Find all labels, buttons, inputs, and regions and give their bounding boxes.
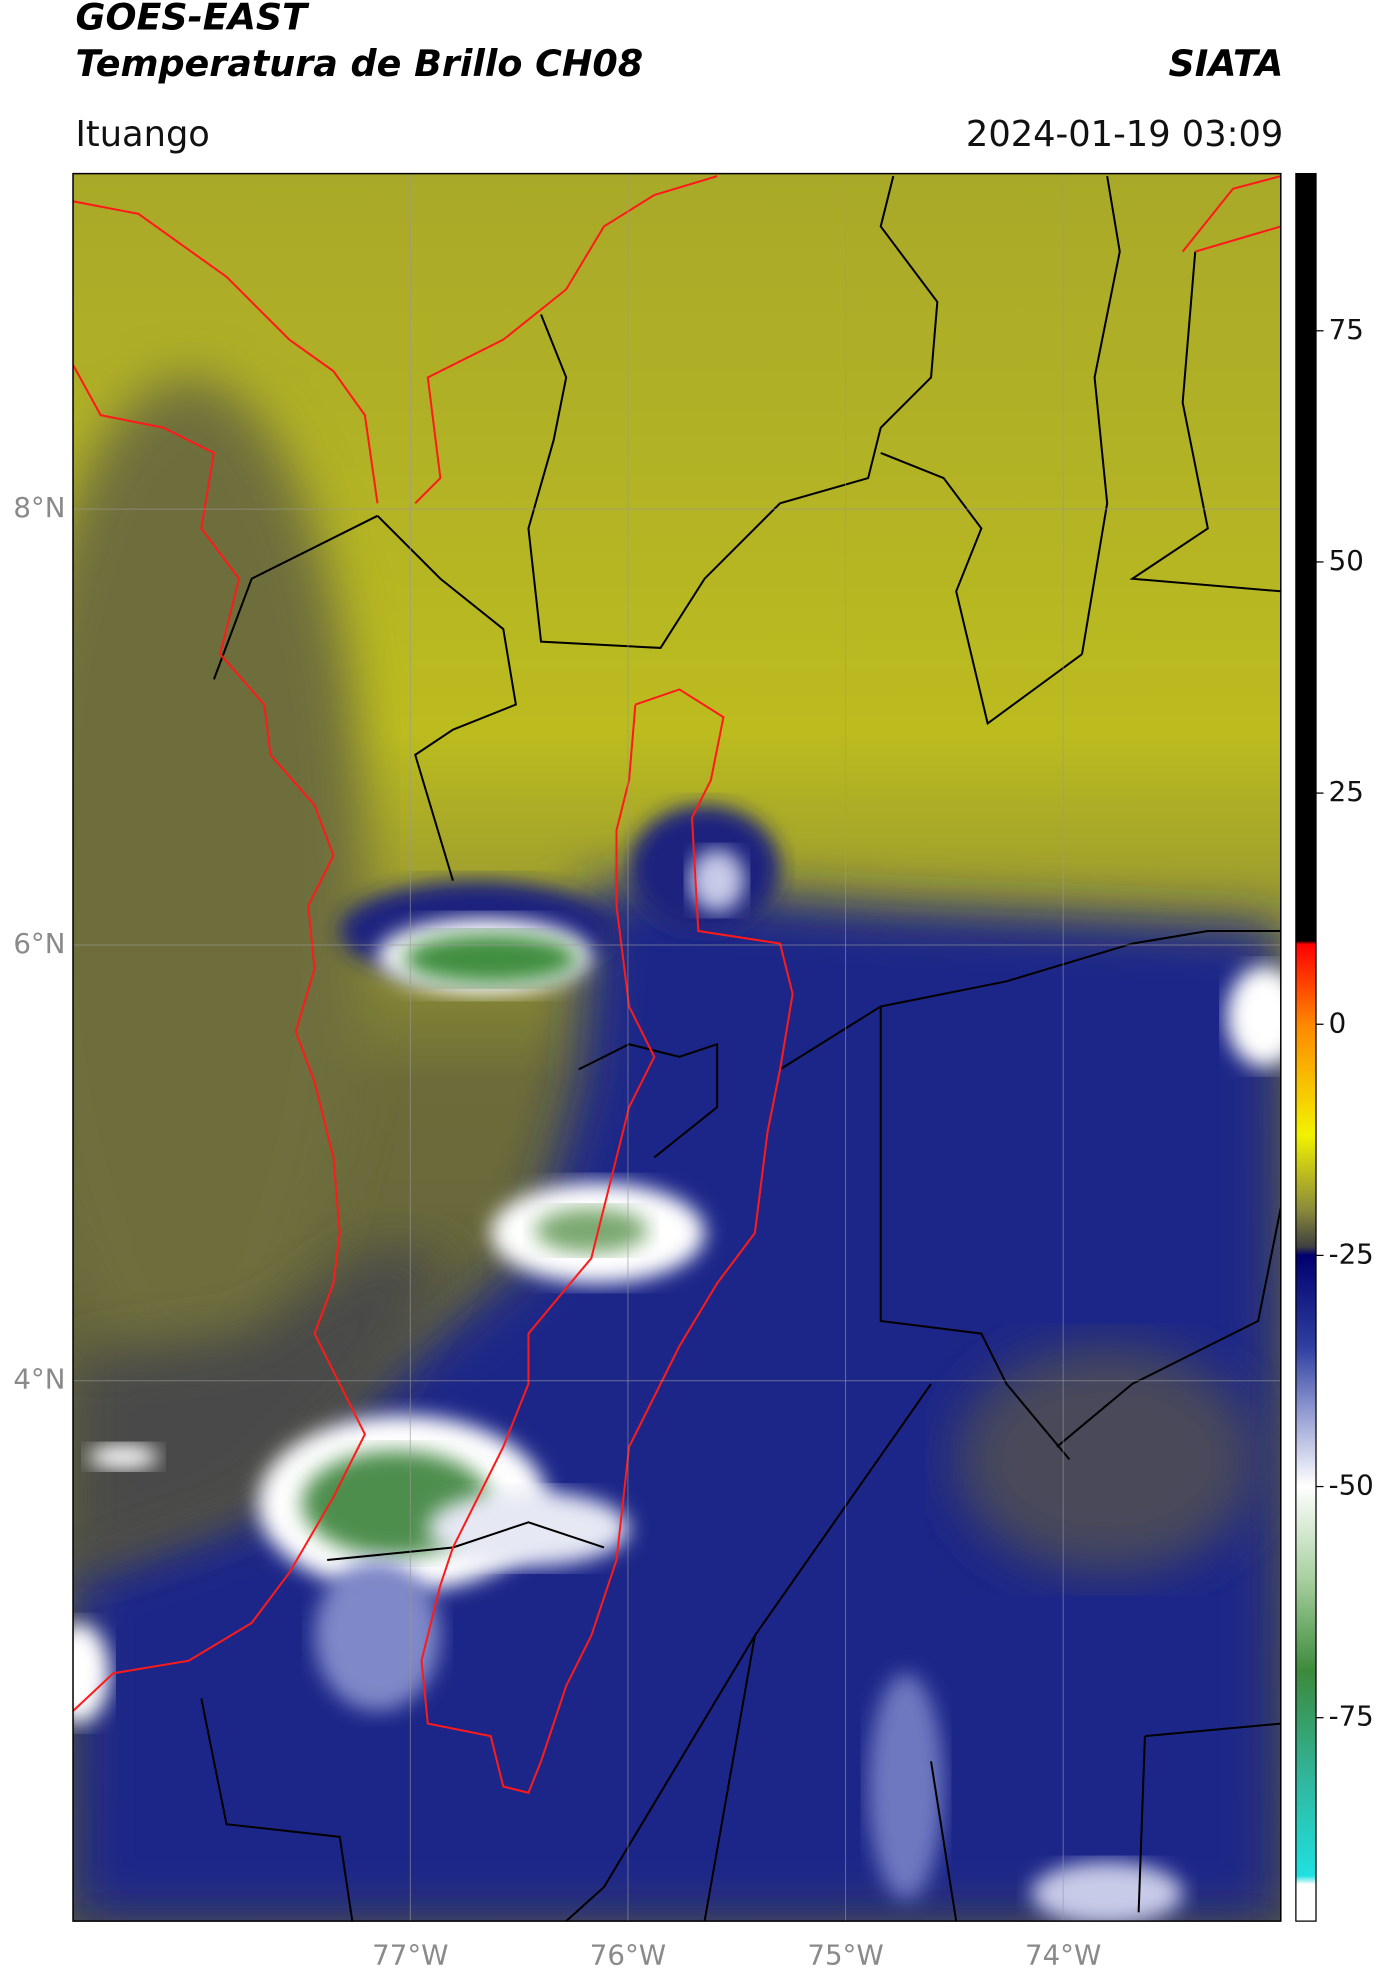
- x-tick-label: 75°W: [807, 1938, 883, 1971]
- cloud: [88, 1444, 159, 1470]
- colorbar-tick-label: -75: [1329, 1700, 1374, 1733]
- field-patch: [73, 1245, 453, 1573]
- cloud-core: [402, 933, 579, 984]
- cloud: [73, 1622, 110, 1724]
- map-field: [73, 173, 1281, 1922]
- x-tick-label: 76°W: [590, 1938, 666, 1971]
- cloud: [427, 1490, 630, 1567]
- cloud-core: [534, 1207, 648, 1254]
- y-tick-label: 4°N: [13, 1363, 65, 1396]
- x-tick-label: 77°W: [372, 1938, 448, 1971]
- brand: SIATA: [1168, 42, 1283, 85]
- clouds: [73, 849, 1281, 1922]
- cloud: [1226, 966, 1281, 1067]
- colorbar-tick-label: -50: [1329, 1469, 1374, 1502]
- colorbar-tick-label: -25: [1329, 1237, 1374, 1270]
- plot-frame: [72, 172, 1282, 1922]
- region-borders: [73, 175, 1281, 1794]
- subtitle: Temperatura de Brillo CH08: [76, 42, 644, 85]
- colorbar: [1295, 172, 1317, 1922]
- colorbar-tick-label: 50: [1329, 544, 1364, 577]
- field-patch: [956, 1346, 1259, 1573]
- cloud: [689, 849, 745, 913]
- field-patch: [73, 377, 365, 1384]
- borders: [200, 175, 1281, 1922]
- x-tick-label: 74°W: [1025, 1938, 1101, 1971]
- colorbar-tick-label: 25: [1329, 775, 1364, 808]
- title: GOES-EAST: [76, 0, 311, 38]
- location: Ituango: [76, 114, 210, 155]
- cloud: [1031, 1861, 1183, 1922]
- colorbar-tick-label: 75: [1329, 313, 1364, 346]
- datetime: 2024-01-19 03:09: [966, 114, 1283, 155]
- cloud: [868, 1673, 944, 1900]
- colorbar-tick-label: 0: [1329, 1006, 1347, 1039]
- y-tick-label: 6°N: [13, 927, 65, 960]
- cloud: [314, 1560, 441, 1712]
- y-tick-label: 8°N: [13, 491, 65, 524]
- grid: [73, 173, 1281, 1922]
